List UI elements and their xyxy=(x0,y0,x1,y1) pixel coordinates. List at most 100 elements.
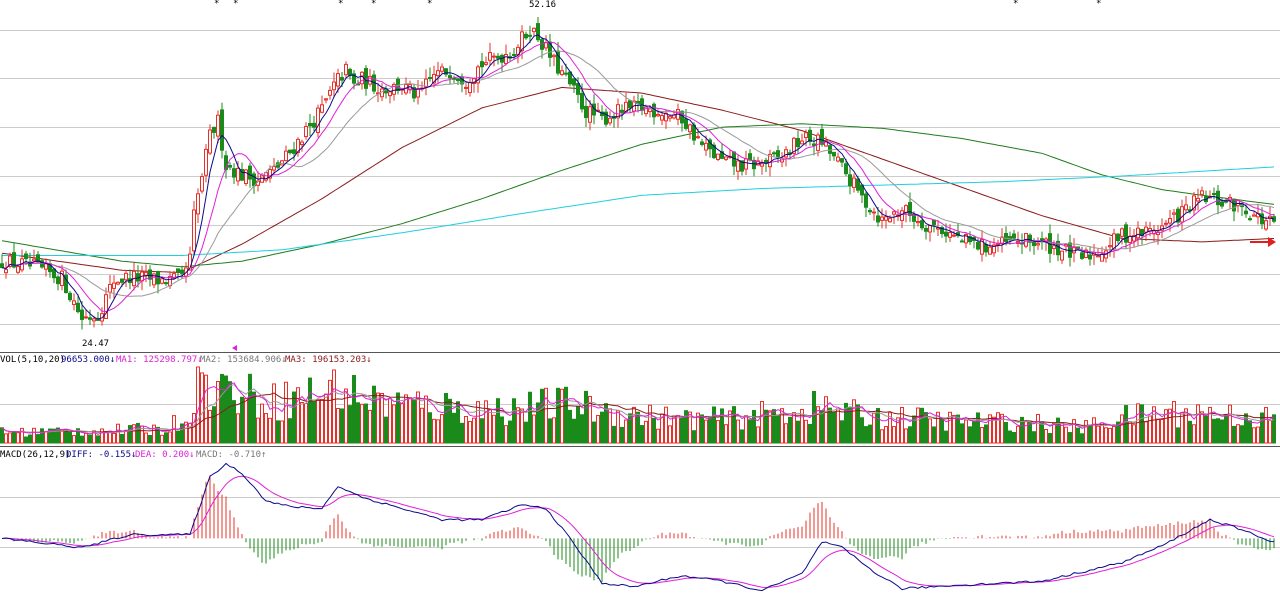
candle-body[interactable] xyxy=(872,211,876,214)
candle-body[interactable] xyxy=(584,105,588,119)
candle-body[interactable] xyxy=(1264,220,1268,230)
candle-body[interactable] xyxy=(152,273,156,286)
candle-body[interactable] xyxy=(948,231,952,238)
candle-body[interactable] xyxy=(180,269,184,274)
candle-body[interactable] xyxy=(144,271,148,276)
candle-body[interactable] xyxy=(720,151,724,159)
candle-body[interactable] xyxy=(1144,226,1148,233)
candle-body[interactable] xyxy=(724,156,728,160)
candle-body[interactable] xyxy=(752,159,756,170)
candle-body[interactable] xyxy=(124,272,128,281)
candle-body[interactable] xyxy=(772,152,776,155)
candle-body[interactable] xyxy=(344,63,348,76)
candle-body[interactable] xyxy=(952,234,956,237)
candle-body[interactable] xyxy=(604,111,608,125)
candle-body[interactable] xyxy=(1132,235,1136,242)
candle-body[interactable] xyxy=(236,167,240,182)
candle-body[interactable] xyxy=(812,143,816,146)
candle-body[interactable] xyxy=(364,68,368,89)
candle-body[interactable] xyxy=(716,153,720,160)
candle-body[interactable] xyxy=(1080,252,1084,259)
candle-body[interactable] xyxy=(924,227,928,232)
candle-body[interactable] xyxy=(1172,212,1176,215)
candle-body[interactable] xyxy=(192,209,196,252)
candle-body[interactable] xyxy=(1168,218,1172,224)
candle-body[interactable] xyxy=(816,134,820,151)
candle-body[interactable] xyxy=(932,219,936,226)
candle-body[interactable] xyxy=(1100,253,1104,262)
candle-body[interactable] xyxy=(52,268,56,279)
candle-body[interactable] xyxy=(504,54,508,65)
candle-body[interactable] xyxy=(468,81,472,94)
candle-body[interactable] xyxy=(328,89,332,96)
candle-body[interactable] xyxy=(824,140,828,147)
candle-body[interactable] xyxy=(1004,233,1008,242)
candle-body[interactable] xyxy=(360,71,364,85)
candle-body[interactable] xyxy=(96,318,100,321)
candle-body[interactable] xyxy=(988,246,992,255)
candle-body[interactable] xyxy=(980,238,984,255)
candle-body[interactable] xyxy=(628,100,632,109)
candle-body[interactable] xyxy=(864,193,868,208)
candle-body[interactable] xyxy=(1212,193,1216,196)
candle-body[interactable] xyxy=(216,114,220,137)
candle-body[interactable] xyxy=(532,27,536,33)
candle-body[interactable] xyxy=(892,211,896,215)
candle-body[interactable] xyxy=(200,175,204,192)
candle-body[interactable] xyxy=(524,33,528,39)
candle-body[interactable] xyxy=(928,224,932,233)
candle-body[interactable] xyxy=(64,274,68,294)
candle-body[interactable] xyxy=(808,129,812,142)
candle-body[interactable] xyxy=(776,150,780,157)
candle-body[interactable] xyxy=(248,165,252,180)
candle-body[interactable] xyxy=(804,132,808,139)
candle-body[interactable] xyxy=(108,283,112,293)
candle-body[interactable] xyxy=(232,168,236,178)
candle-body[interactable] xyxy=(44,263,48,270)
candle-body[interactable] xyxy=(224,155,228,170)
candle-body[interactable] xyxy=(700,141,704,145)
candle-body[interactable] xyxy=(172,273,176,279)
candle-body[interactable] xyxy=(32,258,36,262)
candle-body[interactable] xyxy=(1248,218,1252,221)
candle-body[interactable] xyxy=(1196,197,1200,202)
candle-body[interactable] xyxy=(444,68,448,75)
candle-body[interactable] xyxy=(112,282,116,289)
candle-body[interactable] xyxy=(212,126,216,133)
candle-body[interactable] xyxy=(340,77,344,81)
candle-body[interactable] xyxy=(792,137,796,154)
candle-body[interactable] xyxy=(24,253,28,260)
candle-body[interactable] xyxy=(460,77,464,85)
candle-body[interactable] xyxy=(1072,246,1076,254)
candle-body[interactable] xyxy=(348,68,352,76)
candle-body[interactable] xyxy=(688,124,692,133)
candle-body[interactable] xyxy=(176,268,180,273)
candle-body[interactable] xyxy=(984,243,988,253)
candle-body[interactable] xyxy=(476,66,480,84)
candle-body[interactable] xyxy=(244,169,248,185)
candle-body[interactable] xyxy=(684,118,688,129)
candle-body[interactable] xyxy=(352,73,356,84)
candle-body[interactable] xyxy=(104,294,108,319)
candle-body[interactable] xyxy=(1028,234,1032,243)
candle-body[interactable] xyxy=(148,269,152,280)
candle-body[interactable] xyxy=(1252,214,1256,217)
candle-body[interactable] xyxy=(588,106,592,123)
candle-body[interactable] xyxy=(668,115,672,119)
candle-body[interactable] xyxy=(664,112,668,122)
candle-body[interactable] xyxy=(760,163,764,167)
candle-body[interactable] xyxy=(876,215,880,223)
candle-body[interactable] xyxy=(84,316,88,319)
candle-body[interactable] xyxy=(292,149,296,154)
candle-body[interactable] xyxy=(72,300,76,305)
candle-body[interactable] xyxy=(332,81,336,91)
candle-body[interactable] xyxy=(800,140,804,145)
candle-body[interactable] xyxy=(336,73,340,87)
candle-body[interactable] xyxy=(296,138,300,153)
candle-body[interactable] xyxy=(1056,240,1060,256)
candle-body[interactable] xyxy=(448,75,452,79)
candle-body[interactable] xyxy=(1116,233,1120,242)
candle-body[interactable] xyxy=(392,83,396,95)
candle-body[interactable] xyxy=(436,70,440,77)
